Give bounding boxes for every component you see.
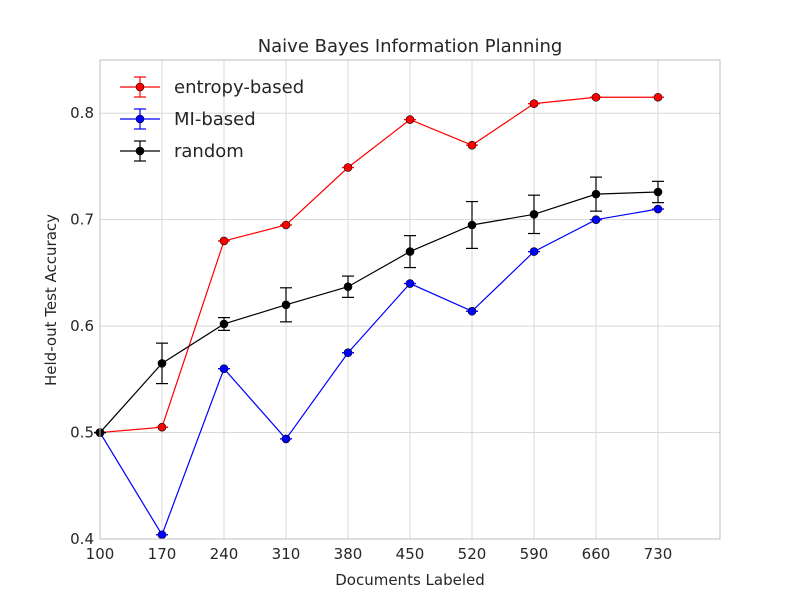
chart-title: Naive Bayes Information Planning — [258, 36, 563, 57]
series-line — [99, 208, 659, 537]
x-tick-label: 310 — [272, 545, 301, 563]
x-tick-label: 730 — [644, 545, 673, 563]
data-point — [343, 282, 353, 292]
x-tick-label: 100 — [86, 545, 115, 563]
data-point — [157, 530, 167, 540]
data-point — [529, 247, 539, 256]
data-point — [343, 163, 353, 172]
data-point — [219, 319, 229, 329]
legend-item-random: random — [120, 140, 244, 162]
data-point — [281, 220, 291, 230]
y-tick-label: 0.4 — [70, 530, 94, 548]
legend: entropy-based MI-based random — [120, 76, 304, 162]
legend-marker — [135, 114, 145, 124]
data-point — [281, 434, 291, 444]
legend-marker — [135, 146, 145, 156]
legend-label: MI-based — [174, 109, 256, 130]
data-point — [653, 187, 663, 197]
data-point — [219, 236, 229, 246]
legend-item-MI-based: MI-based — [120, 108, 256, 130]
data-point — [529, 99, 539, 108]
data-point — [157, 422, 167, 432]
series-line — [99, 96, 658, 434]
y-axis-label: Held-out Test Accuracy — [42, 214, 60, 386]
data-point — [653, 92, 663, 102]
x-tick-label: 590 — [520, 545, 549, 563]
x-tick-label: 520 — [458, 545, 487, 563]
x-tick-label: 240 — [210, 545, 239, 563]
data-point — [157, 359, 167, 368]
tick-labels: 100 170 240 310 380 450 520 590 660 730 0.4 0.5 0.6 0… — [70, 104, 672, 563]
data-point — [591, 92, 601, 102]
series-entropy-based — [94, 92, 664, 437]
y-tick-label: 0.6 — [70, 317, 94, 335]
data-point — [281, 300, 291, 310]
data-point — [405, 279, 415, 288]
legend-label: random — [174, 141, 244, 162]
x-axis-label: Documents Labeled — [335, 571, 485, 589]
data-point — [529, 210, 539, 219]
data-point — [405, 247, 415, 256]
data-point — [343, 348, 353, 358]
x-tick-label: 660 — [582, 545, 611, 563]
x-tick-label: 170 — [148, 545, 177, 563]
data-point — [591, 189, 601, 199]
y-tick-label: 0.5 — [70, 424, 94, 442]
data-point — [653, 204, 663, 214]
series-line — [99, 191, 659, 433]
data-point — [467, 140, 477, 150]
legend-label: entropy-based — [174, 77, 304, 98]
x-tick-label: 380 — [334, 545, 363, 563]
data-point — [467, 220, 477, 230]
data-point — [591, 215, 601, 224]
data-point — [467, 306, 477, 316]
plot-frame — [99, 59, 721, 540]
data-point — [405, 115, 415, 124]
x-tick-label: 450 — [396, 545, 425, 563]
legend-marker — [135, 82, 145, 92]
data-point — [219, 364, 229, 373]
y-tick-label: 0.8 — [70, 104, 94, 122]
legend-item-entropy-based: entropy-based — [120, 76, 304, 98]
y-tick-label: 0.7 — [70, 211, 94, 229]
